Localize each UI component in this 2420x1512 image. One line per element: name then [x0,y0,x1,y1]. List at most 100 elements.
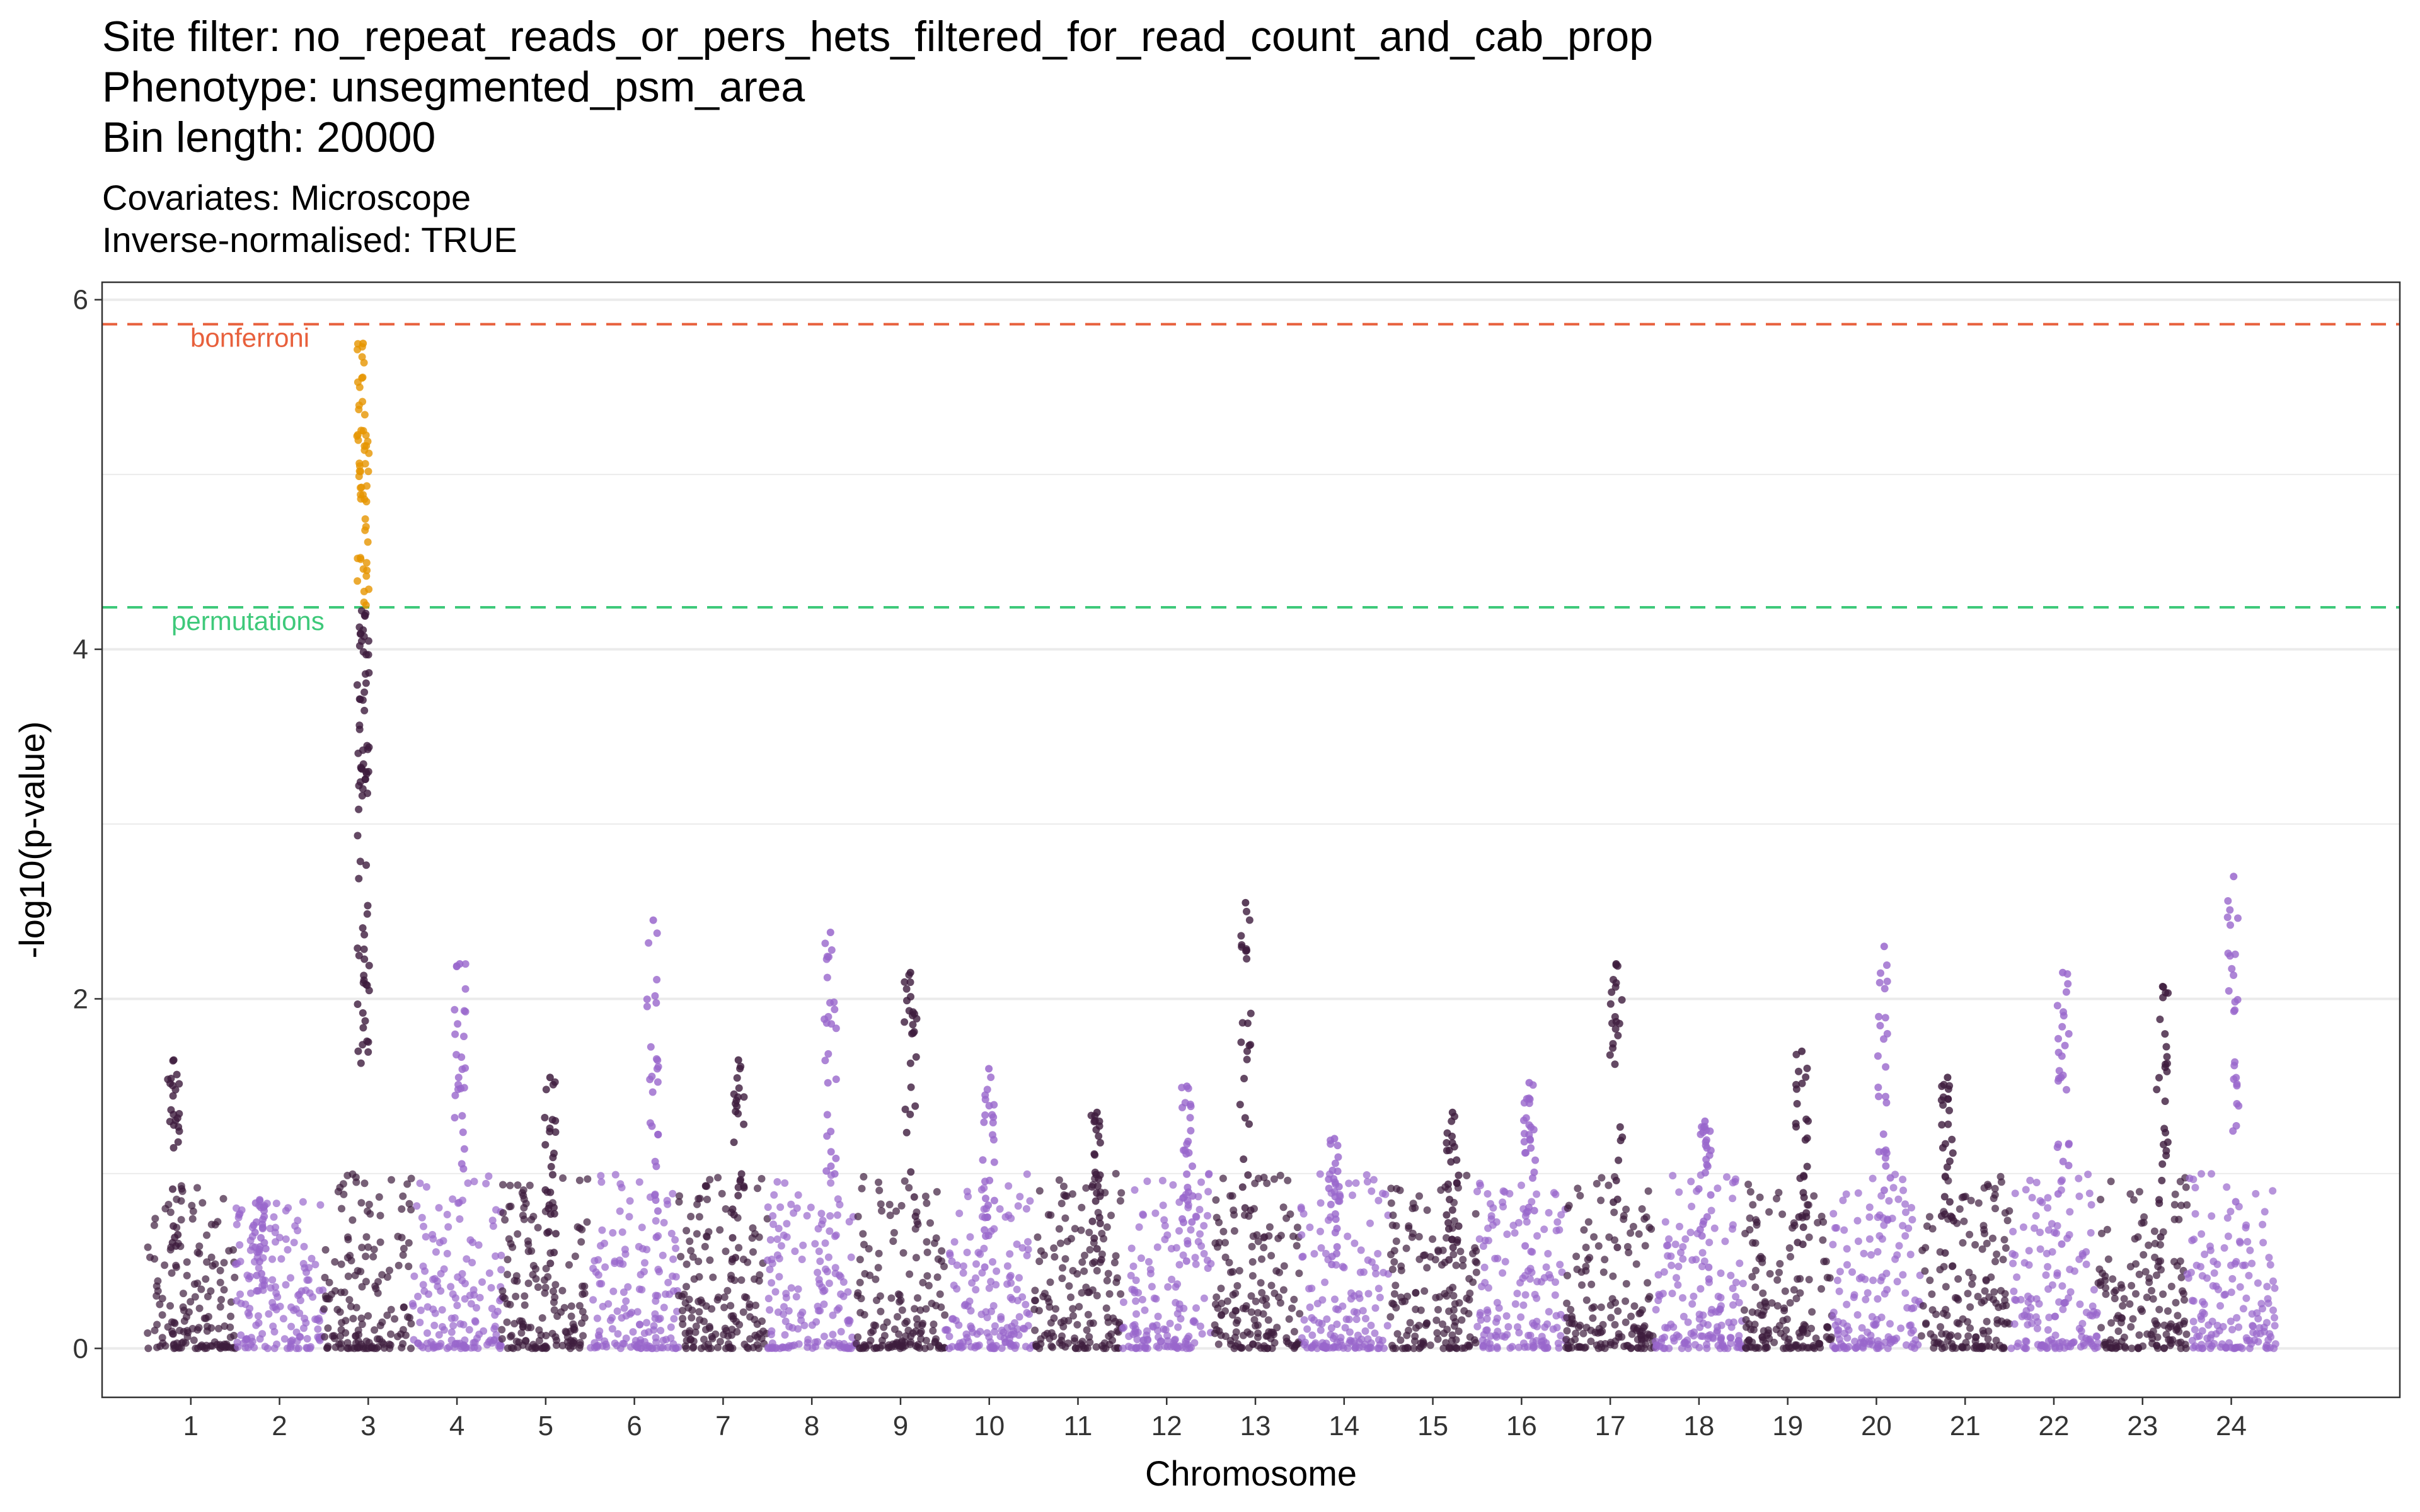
data-point [1363,1177,1371,1186]
data-point [1690,1292,1698,1300]
data-point [859,1230,867,1238]
data-point [1332,1215,1340,1223]
data-point [476,1293,484,1302]
data-point [549,1080,557,1089]
data-point [2153,1341,2161,1349]
data-point [498,1326,506,1334]
data-point [521,1301,529,1309]
data-point [832,1075,840,1084]
data-point [1443,1326,1451,1334]
data-point [652,1334,660,1342]
title-phenotype: Phenotype: unsegmented_psm_area [102,63,805,111]
data-point [1110,1259,1119,1267]
data-point [401,1331,410,1339]
data-point [1611,1013,1619,1021]
data-point [674,1343,683,1351]
data-point [2121,1343,2129,1351]
data-point [358,1320,366,1328]
data-point [633,1308,642,1316]
data-point [579,1308,587,1315]
data-point [1717,1302,1725,1310]
data-point [470,1177,478,1186]
data-point [669,1287,677,1295]
data-point [1067,1293,1075,1302]
x-tick-label: 19 [1772,1411,1803,1441]
data-point [1593,1179,1601,1188]
data-point [1317,1326,1325,1334]
data-point [179,1338,187,1346]
data-point [1835,1287,1843,1295]
data-point [1231,1307,1240,1315]
data-point [1347,1289,1355,1297]
data-point [1299,1252,1307,1261]
data-point [2135,1188,2143,1196]
data-point [1644,1295,1652,1303]
data-point [443,1249,451,1257]
data-point [832,1154,840,1162]
data-point [1161,1222,1169,1230]
data-point [1484,1190,1492,1198]
data-point [609,1287,618,1295]
data-point [1112,1278,1121,1286]
data-point [2150,1227,2158,1235]
data-point [414,1292,422,1300]
data-point [1439,1246,1447,1254]
data-point [2126,1300,2134,1308]
data-point [1669,1323,1678,1331]
data-point [407,1320,415,1328]
data-point [2022,1337,2030,1345]
data-point [359,1041,367,1049]
data-point [2162,1060,2169,1068]
data-point [1156,1337,1165,1346]
data-point [1607,1314,1615,1322]
data-point [2153,1085,2161,1094]
data-point [781,1317,790,1326]
data-point [822,1265,829,1273]
data-point [1194,1193,1202,1201]
data-point [1717,1336,1725,1344]
data-point [519,1341,527,1349]
data-point [2003,1319,2011,1327]
data-point [1285,1315,1293,1323]
data-point [848,1333,856,1341]
data-point [1184,1334,1191,1343]
data-point [2026,1176,2034,1184]
data-point [1179,1251,1187,1259]
data-point [833,1211,841,1219]
data-point [558,1341,567,1349]
data-point [1985,1327,1993,1335]
data-point [701,1182,710,1190]
data-point [2157,1266,2165,1274]
x-tick-label: 22 [2039,1411,2070,1441]
data-point [1493,1343,1501,1351]
data-point [1264,1316,1272,1324]
data-point [325,1278,333,1286]
data-point [1235,1267,1243,1274]
data-point [1264,1344,1272,1352]
data-point [2162,1043,2170,1051]
data-point [518,1189,526,1197]
data-point [1526,1136,1535,1144]
data-point [1733,1343,1741,1351]
data-point [2118,1314,2126,1322]
data-point [2127,1323,2135,1331]
data-point [1178,1104,1186,1111]
data-point [858,1184,866,1193]
data-point [1516,1279,1524,1287]
data-point [1455,1327,1463,1336]
data-point [429,1235,437,1243]
data-point [362,1233,371,1241]
data-point [1448,1132,1456,1140]
data-point [1661,1218,1669,1226]
data-point [1800,1193,1808,1201]
data-point [2254,1279,2262,1287]
data-point [2060,1344,2068,1352]
data-point [809,1344,817,1352]
data-point [1404,1344,1412,1352]
data-point [764,1203,772,1211]
data-point [1426,1341,1434,1349]
data-point [1589,1314,1597,1322]
data-point [1132,1297,1140,1305]
data-point [202,1275,210,1283]
data-point [1184,1240,1192,1248]
